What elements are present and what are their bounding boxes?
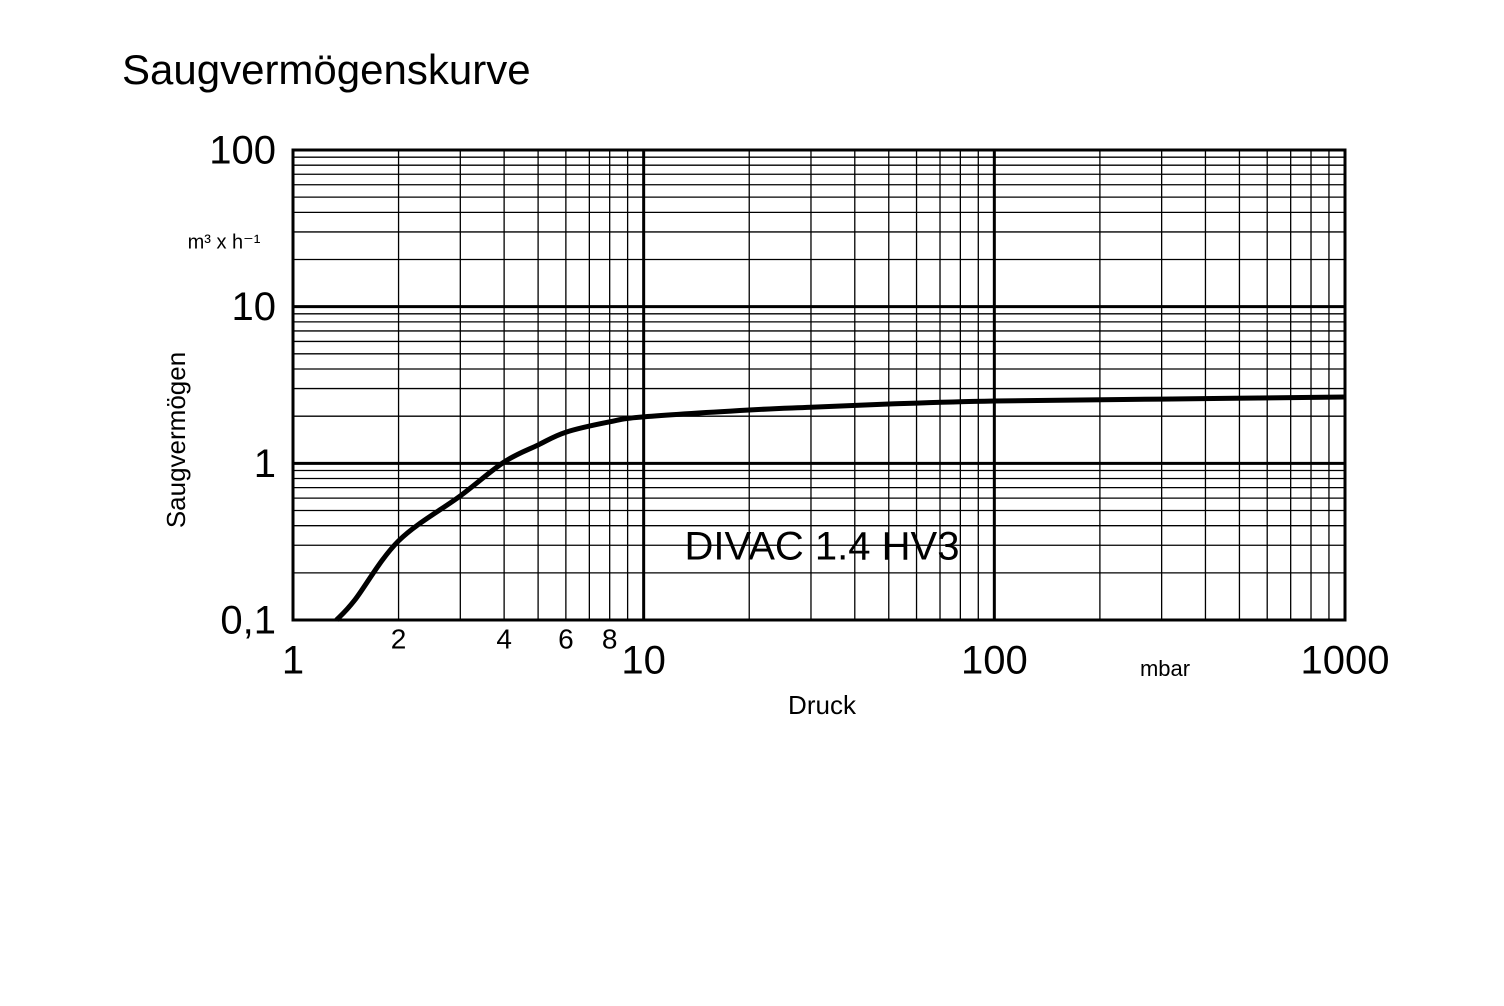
x-minor-tick-label: 2 (391, 623, 407, 654)
x-tick-label: 1000 (1301, 639, 1390, 683)
y-tick-label: 10 (232, 285, 277, 329)
x-minor-tick-label: 4 (496, 623, 512, 654)
x-tick-label: 1 (282, 639, 304, 683)
y-axis-label: Saugvermögen (161, 352, 191, 528)
annotation: DIVAC 1.4 HV3 (685, 525, 960, 569)
x-minor-tick-label: 6 (558, 623, 574, 654)
x-unit: mbar (1140, 656, 1190, 681)
x-axis-label: Druck (788, 690, 857, 720)
series-line (334, 394, 1346, 622)
y-unit: m³ x h⁻¹ (188, 231, 261, 253)
x-tick-label: 10 (621, 639, 666, 683)
y-tick-label: 0,1 (220, 599, 276, 643)
chart-title: Saugvermögenskurve (122, 46, 531, 93)
x-tick-label: 100 (961, 639, 1028, 683)
x-minor-tick-label: 8 (602, 623, 618, 654)
y-tick-label: 1 (254, 442, 276, 486)
y-tick-label: 100 (209, 129, 276, 173)
plot-frame (291, 148, 1347, 622)
